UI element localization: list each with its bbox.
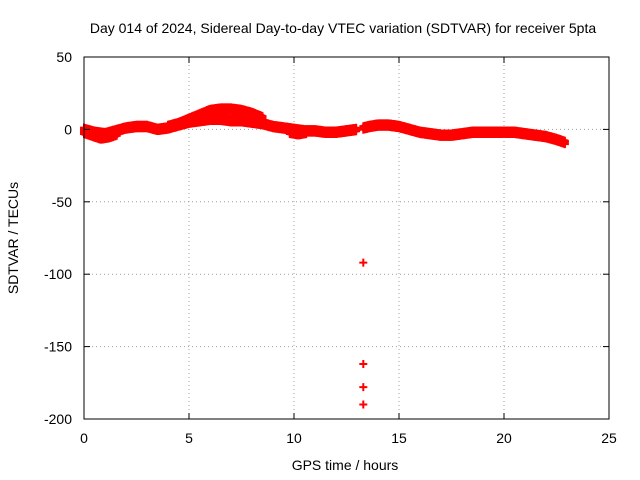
data-point [560,140,569,149]
y-tick-label: -200 [44,411,72,427]
x-tick-label: 5 [185,430,193,446]
data-point [352,127,361,136]
y-tick-label: 0 [64,121,72,137]
data-point [302,130,311,139]
y-tick-label: -50 [52,194,72,210]
plot-frame [83,56,610,420]
x-tick-label: 20 [496,430,512,446]
data-point [258,115,267,124]
chart-title: Day 014 of 2024, Sidereal Day-to-day VTE… [90,20,597,36]
x-tick-labels: 0 5 10 15 20 25 [80,430,617,446]
data-point [359,383,368,392]
data-point [359,400,368,409]
data-point [359,258,368,267]
axis-ticks [83,56,610,420]
x-tick-label: 10 [286,430,302,446]
y-tick-labels: 50 0 -50 -100 -150 -200 [44,49,72,427]
x-tick-label: 25 [601,430,617,446]
x-axis-label: GPS time / hours [292,457,399,473]
y-tick-label: -100 [44,266,72,282]
data-point [112,131,121,140]
x-tick-label: 15 [391,430,407,446]
y-tick-label: -150 [44,339,72,355]
data-point [359,359,368,368]
y-axis-label: SDTVAR / TECUs [5,182,21,294]
y-tick-label: 50 [56,49,72,65]
data-points [80,103,569,409]
x-tick-label: 0 [80,430,88,446]
